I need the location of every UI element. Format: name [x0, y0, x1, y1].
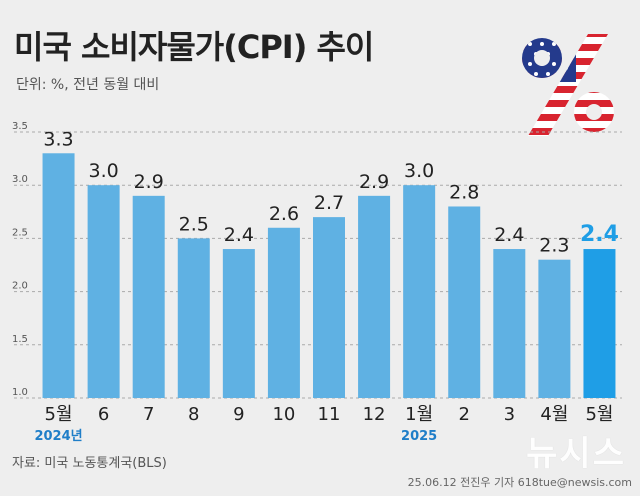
data-label: 2.4: [224, 224, 254, 246]
data-label: 2.5: [179, 213, 209, 235]
data-label: 3.0: [89, 160, 119, 182]
bar: [538, 259, 571, 398]
x-tick-label: 12: [363, 404, 386, 425]
bar: [222, 249, 255, 398]
x-tick-label: 6: [98, 404, 109, 425]
year-label: 2025: [401, 429, 437, 444]
bar: [583, 249, 616, 398]
data-label: 3.0: [404, 160, 434, 182]
x-tick-label: 8: [188, 404, 199, 425]
data-label: 3.3: [43, 128, 73, 150]
x-tick-label: 5월: [45, 404, 73, 425]
credit-label: 25.06.12 전진우 기자 618tue@newsis.com: [407, 476, 632, 489]
unit-label: 단위: %, 전년 동월 대비: [16, 77, 160, 93]
bar: [42, 153, 75, 398]
data-label: 2.4: [494, 224, 524, 246]
x-tick-label: 5월: [585, 404, 613, 425]
y-tick-label: 2.5: [12, 227, 28, 238]
bar: [358, 195, 391, 398]
chart-title: 미국 소비자물가(CPI) 추이: [14, 28, 374, 66]
data-label: 2.9: [359, 171, 389, 193]
bar: [132, 195, 165, 398]
y-tick-label: 1.5: [12, 334, 28, 345]
data-label: 2.4: [580, 222, 619, 247]
percent-flag-icon: [518, 30, 618, 144]
bar: [493, 249, 526, 398]
x-tick-label: 2: [459, 404, 470, 425]
x-tick-label: 9: [233, 404, 244, 425]
bar: [87, 185, 120, 398]
data-label: 2.6: [269, 203, 299, 225]
bar: [313, 217, 345, 398]
x-tick-label: 3: [504, 404, 515, 425]
data-label: 2.7: [314, 192, 344, 214]
x-tick-label: 4월: [540, 404, 568, 425]
y-tick-label: 1.0: [12, 387, 28, 398]
data-label: 2.8: [449, 181, 479, 203]
y-tick-label: 2.0: [12, 281, 28, 292]
bar: [403, 185, 436, 398]
data-label: 2.3: [539, 235, 569, 257]
x-tick-label: 1월: [405, 404, 433, 425]
year-label: 2024년: [34, 429, 82, 444]
watermark: 뉴시스: [526, 434, 626, 474]
data-label: 2.9: [134, 171, 164, 193]
x-tick-label: 10: [272, 404, 295, 425]
y-tick-label: 3.5: [12, 121, 28, 132]
x-tick-label: 7: [143, 404, 154, 425]
y-tick-label: 3.0: [12, 174, 28, 185]
bar: [177, 238, 210, 398]
bar: [267, 227, 300, 398]
x-tick-label: 11: [318, 404, 341, 425]
bar: [448, 206, 481, 398]
source-label: 자료: 미국 노동통계국(BLS): [12, 456, 167, 471]
